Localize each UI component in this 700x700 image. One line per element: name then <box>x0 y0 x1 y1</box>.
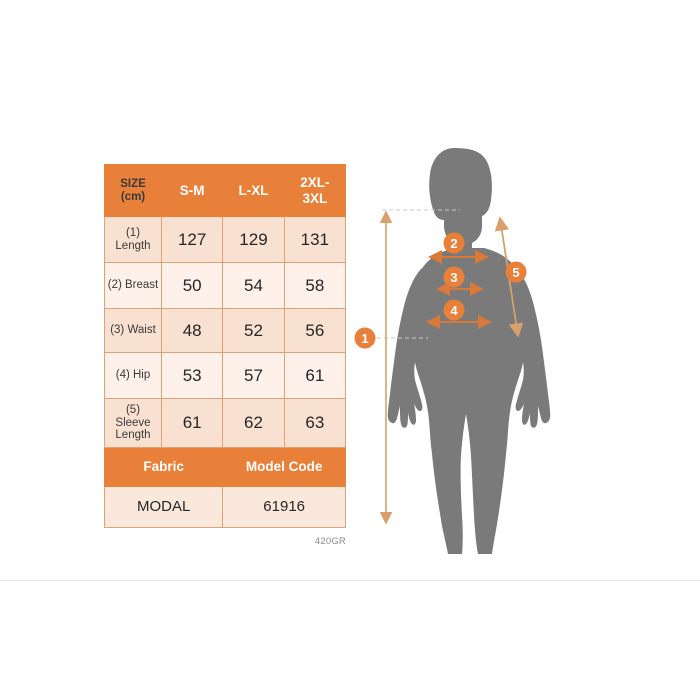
cell-length-sm: 127 <box>160 216 224 263</box>
female-silhouette-icon <box>387 148 551 554</box>
marker-2-label: 2 <box>450 236 457 251</box>
marker-3-circle <box>443 266 465 288</box>
marker-5-circle <box>505 261 527 283</box>
cell-sleeve-sm: 61 <box>160 398 224 448</box>
marker-4: 4 <box>443 299 465 321</box>
cell-sleeve-2xl3xl: 63 <box>283 398 347 448</box>
marker-2: 2 <box>443 232 465 254</box>
table-row: (1) Length 127 129 131 <box>104 216 347 263</box>
marker-1-label: 1 <box>361 331 368 346</box>
row-label-length-line2: Length <box>115 239 151 252</box>
header-size-line2: (cm) <box>120 190 146 203</box>
table-row: (5) Sleeve Length 61 62 63 <box>104 398 347 448</box>
table-row: (3) Waist 48 52 56 <box>104 308 347 353</box>
header-cell-model-code: Model Code <box>222 447 346 487</box>
header-cell-lxl: L-XL <box>222 164 285 217</box>
cell-fabric-value: MODAL <box>103 486 224 528</box>
cell-hip-lxl: 57 <box>222 352 285 399</box>
cell-length-2xl3xl: 131 <box>283 216 347 263</box>
cell-hip-2xl3xl: 61 <box>283 352 347 399</box>
header-cell-fabric: Fabric <box>103 447 224 487</box>
cell-breast-2xl3xl: 58 <box>283 262 347 309</box>
weight-note: 420GR <box>314 536 346 547</box>
header-cell-size: SIZE (cm) <box>104 164 162 217</box>
marker-2-circle <box>443 232 465 254</box>
marker-5-label: 5 <box>512 265 519 280</box>
table-row: (4) Hip 53 57 61 <box>104 352 347 399</box>
header-cell-2xl3xl: 2XL- 3XL <box>283 164 347 217</box>
header-2xl-line2: 3XL <box>302 190 328 206</box>
cell-waist-2xl3xl: 56 <box>283 308 347 353</box>
marker-1: 1 <box>354 327 376 349</box>
cell-breast-lxl: 54 <box>222 262 285 309</box>
row-label-hip: (4) Hip <box>104 352 162 399</box>
fabric-value-row: MODAL 61916 <box>103 486 346 528</box>
row-label-length-line1: (1) <box>125 226 141 239</box>
size-chart-table: SIZE (cm) S-M L-XL 2XL- 3XL (1) Length 1… <box>103 164 347 528</box>
fabric-header-row: Fabric Model Code <box>103 447 346 487</box>
header-size-line1: SIZE <box>120 177 146 190</box>
row-label-waist: (3) Waist <box>104 308 162 353</box>
cell-model-code-value: 61916 <box>222 486 346 528</box>
row-label-sleeve-line1: (5) <box>125 403 141 416</box>
row-label-breast: (2) Breast <box>104 262 162 309</box>
header-cell-sm: S-M <box>160 164 224 217</box>
header-2xl-line1: 2XL- <box>300 175 330 191</box>
figure-svg: 1 2 3 4 5 <box>354 148 551 554</box>
cell-length-lxl: 129 <box>222 216 285 263</box>
cell-waist-sm: 48 <box>160 308 224 353</box>
row-label-length: (1) Length <box>104 216 162 263</box>
measurement-diagram: 1 2 3 4 5 <box>350 130 580 555</box>
marker-5: 5 <box>505 261 527 283</box>
marker-4-circle <box>443 299 465 321</box>
cell-waist-lxl: 52 <box>222 308 285 353</box>
cell-sleeve-lxl: 62 <box>222 398 285 448</box>
marker-1-circle <box>354 327 376 349</box>
bottom-divider <box>0 580 700 581</box>
table-header-row: SIZE (cm) S-M L-XL 2XL- 3XL <box>104 164 347 217</box>
marker-3: 3 <box>443 266 465 288</box>
marker-3-label: 3 <box>450 270 457 285</box>
table-row: (2) Breast 50 54 58 <box>104 262 347 309</box>
row-label-sleeve-line2: Sleeve Length <box>115 416 151 442</box>
cell-hip-sm: 53 <box>160 352 224 399</box>
cell-breast-sm: 50 <box>160 262 224 309</box>
marker-4-label: 4 <box>450 303 458 318</box>
row-label-sleeve: (5) Sleeve Length <box>104 398 162 448</box>
